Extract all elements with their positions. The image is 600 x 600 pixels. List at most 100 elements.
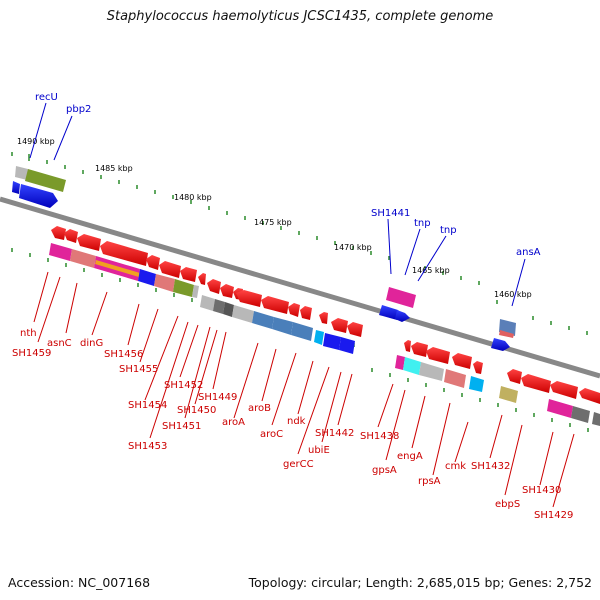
gene-block[interactable]	[395, 355, 405, 370]
gene-block[interactable]	[499, 386, 518, 403]
gene-block-pbp2[interactable]	[15, 166, 28, 180]
gene-label-sh1438[interactable]: SH1438	[360, 431, 399, 442]
gene-arrow-reverse[interactable]	[507, 369, 522, 384]
gene-arrow-reverse[interactable]	[146, 255, 160, 270]
gene-block[interactable]	[592, 412, 600, 426]
gene-block[interactable]	[547, 399, 573, 418]
gene-block[interactable]	[323, 333, 341, 350]
gene-arrow-reverse[interactable]	[347, 322, 363, 337]
gene-arrow-reverse[interactable]	[319, 312, 328, 324]
gene-label-gpsA[interactable]: gpsA	[372, 465, 397, 476]
gene-arrow-reverse[interactable]	[331, 318, 348, 333]
gene-block-ansA[interactable]	[499, 330, 514, 338]
topology-text: Topology: circular; Length: 2,685,015 bp…	[248, 575, 592, 590]
gene-label-sh1449[interactable]: SH1449	[198, 392, 237, 403]
gene-block[interactable]	[444, 369, 466, 388]
gene-block[interactable]	[138, 269, 156, 286]
gene-label-tnp-2[interactable]: tnp	[440, 225, 457, 236]
gene-block[interactable]	[291, 322, 313, 341]
gene-arrow-reverse[interactable]	[261, 296, 289, 314]
gene-arrow-reverse[interactable]	[100, 241, 148, 266]
gene-label-ansA[interactable]: ansA	[516, 247, 541, 258]
gene-arrow-forward[interactable]	[19, 184, 58, 208]
gene-label-sh1430[interactable]: SH1430	[522, 485, 561, 496]
gene-block[interactable]	[469, 376, 484, 392]
gene-block[interactable]	[95, 260, 140, 277]
gene-label-ndk[interactable]: ndk	[287, 416, 306, 427]
gene-label-sh1429[interactable]: SH1429	[534, 510, 573, 521]
gene-label-asnC[interactable]: asnC	[47, 338, 72, 349]
gene-label-tnp-1[interactable]: tnp	[414, 218, 431, 229]
gene-arrow-forward[interactable]	[12, 181, 20, 194]
gene-arrow-reverse[interactable]	[521, 374, 551, 393]
gene-label-nth[interactable]: nth	[20, 328, 37, 339]
gene-block[interactable]	[49, 243, 72, 261]
gene-label-sh1451[interactable]: SH1451	[162, 421, 201, 432]
gene-arrow-reverse[interactable]	[288, 303, 300, 317]
gene-label-aroB[interactable]: aroB	[248, 403, 271, 414]
gene-label-dinG[interactable]: dinG	[80, 338, 103, 349]
scale-label-1475: 1475 kbp	[254, 218, 292, 227]
gene-arrow-reverse[interactable]	[426, 347, 450, 364]
gene-arrow-reverse[interactable]	[64, 229, 78, 243]
gene-label-sh1454[interactable]: SH1454	[128, 400, 167, 411]
gene-label-rpsA[interactable]: rpsA	[418, 476, 441, 487]
gene-arrow-forward[interactable]	[395, 310, 410, 322]
gene-label-sh1432[interactable]: SH1432	[471, 461, 510, 472]
gene-block[interactable]	[571, 406, 590, 423]
gene-block[interactable]	[200, 295, 215, 311]
map-title: Staphylococcus haemolyticus JCSC1435, co…	[106, 9, 494, 24]
gene-block[interactable]	[339, 337, 355, 354]
gene-label-recU[interactable]: recU	[35, 92, 58, 103]
gene-arrow-reverse[interactable]	[236, 290, 262, 307]
gene-label-ebpS[interactable]: ebpS	[495, 499, 520, 510]
gene-arrow-reverse[interactable]	[473, 361, 483, 374]
gene-label-sh1459[interactable]: SH1459	[12, 348, 51, 359]
gene-block[interactable]	[232, 305, 254, 323]
gene-label-sh1450[interactable]: SH1450	[177, 405, 216, 416]
gene-arrow-reverse[interactable]	[198, 273, 206, 285]
gene-label-engA[interactable]: engA	[397, 451, 423, 462]
scale-label-1470: 1470 kbp	[334, 243, 372, 252]
gene-arrow-reverse[interactable]	[180, 267, 197, 282]
gene-block[interactable]	[272, 317, 293, 335]
gene-block[interactable]	[252, 311, 274, 329]
gene-block-pbp2[interactable]	[25, 169, 66, 192]
gene-arrow-reverse[interactable]	[452, 353, 472, 369]
gene-arrow-reverse[interactable]	[77, 234, 101, 251]
gene-arrow-reverse[interactable]	[550, 381, 578, 399]
gene-label-cmk[interactable]: cmk	[445, 461, 466, 472]
gene-block[interactable]	[213, 299, 225, 314]
gene-label-sh1453[interactable]: SH1453	[128, 441, 167, 452]
gene-block[interactable]	[173, 279, 194, 297]
gene-block[interactable]	[70, 249, 96, 268]
gene-label-sh1441[interactable]: SH1441	[371, 208, 410, 219]
gene-label-gerCC[interactable]: gerCC	[283, 459, 314, 470]
gene-label-sh1452[interactable]: SH1452	[164, 380, 203, 391]
gene-arrow-forward[interactable]	[491, 338, 510, 351]
gene-block[interactable]	[314, 330, 324, 345]
gene-label-sh1455[interactable]: SH1455	[119, 364, 158, 375]
gene-label-aroC[interactable]: aroC	[260, 429, 283, 440]
gene-block[interactable]	[154, 274, 175, 292]
gene-block[interactable]	[223, 302, 234, 317]
gene-block-sh1441[interactable]	[386, 287, 416, 308]
forward-gene-features	[12, 166, 516, 351]
gene-arrow-reverse[interactable]	[579, 388, 600, 404]
gene-block[interactable]	[192, 285, 199, 298]
gene-label-sh1456[interactable]: SH1456	[104, 349, 143, 360]
gene-label-sh1442[interactable]: SH1442	[315, 428, 354, 439]
gene-block[interactable]	[419, 362, 444, 381]
gene-arrow-reverse[interactable]	[207, 279, 221, 294]
gene-arrow-reverse[interactable]	[300, 306, 312, 320]
gene-label-pbp2[interactable]: pbp2	[66, 104, 91, 115]
gene-label-aroA[interactable]: aroA	[222, 417, 245, 428]
gene-arrow-reverse[interactable]	[51, 226, 66, 240]
gene-label-ubiE[interactable]: ubiE	[308, 445, 330, 456]
gene-arrow-reverse[interactable]	[220, 284, 234, 298]
gene-arrow-reverse[interactable]	[159, 261, 181, 278]
gene-block[interactable]	[403, 357, 421, 375]
gene-arrow-reverse[interactable]	[404, 340, 411, 352]
gene-arrow-reverse[interactable]	[411, 342, 428, 357]
